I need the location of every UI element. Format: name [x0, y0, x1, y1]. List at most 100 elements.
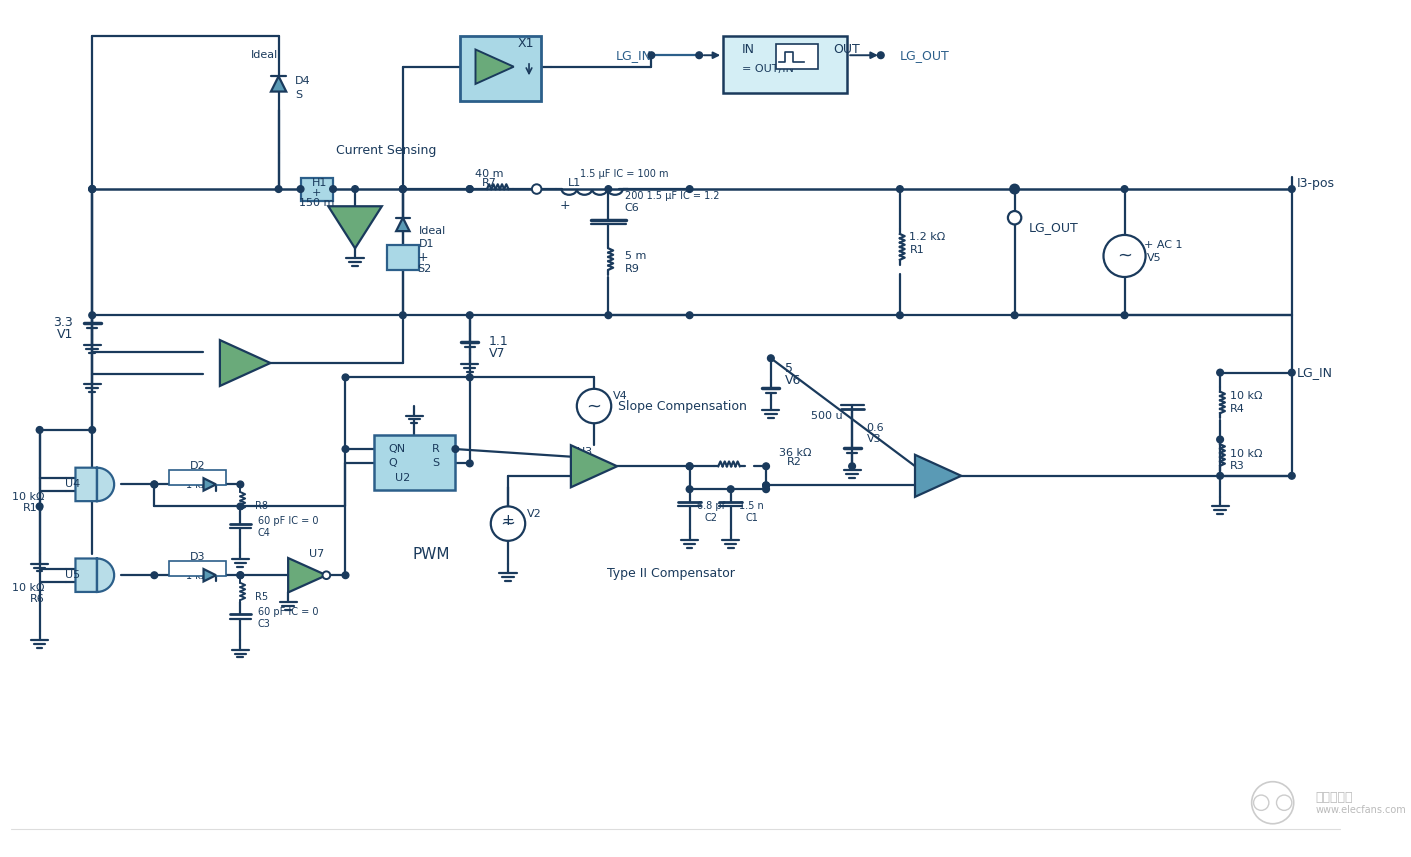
Circle shape [275, 186, 282, 193]
Circle shape [763, 463, 769, 470]
Text: 40 m: 40 m [474, 169, 504, 179]
Text: 5 m: 5 m [625, 251, 646, 261]
Text: 6.8 pf: 6.8 pf [697, 501, 725, 512]
Text: U4: U4 [65, 479, 80, 489]
Polygon shape [220, 340, 271, 386]
Text: +: + [226, 357, 236, 369]
Circle shape [686, 186, 693, 193]
Circle shape [323, 572, 330, 579]
Text: 1.1: 1.1 [488, 335, 508, 349]
Text: U3: U3 [577, 446, 593, 457]
Circle shape [763, 486, 769, 493]
Polygon shape [914, 455, 961, 497]
Text: +: + [560, 199, 574, 212]
Circle shape [151, 481, 158, 488]
Circle shape [452, 446, 459, 452]
Circle shape [491, 506, 525, 541]
Circle shape [330, 186, 336, 193]
Text: 10 kΩ: 10 kΩ [11, 492, 44, 502]
Circle shape [351, 186, 358, 193]
Circle shape [1288, 472, 1295, 479]
Circle shape [686, 486, 693, 493]
Circle shape [727, 486, 734, 493]
Text: Q: Q [388, 458, 398, 469]
Text: QN: QN [388, 444, 405, 454]
Text: 0.6: 0.6 [866, 423, 885, 433]
Text: U5: U5 [65, 570, 80, 580]
Text: 1 kΩ: 1 kΩ [186, 571, 209, 581]
Circle shape [896, 312, 903, 319]
Circle shape [849, 463, 855, 470]
Circle shape [1012, 312, 1017, 319]
Text: 60 pF IC = 0: 60 pF IC = 0 [258, 516, 317, 525]
Text: 3.3: 3.3 [54, 316, 73, 329]
Circle shape [878, 52, 885, 58]
Circle shape [399, 186, 406, 193]
Text: Ideal: Ideal [419, 226, 446, 237]
Text: V1: V1 [56, 328, 73, 341]
Text: V6: V6 [785, 374, 801, 387]
Text: Ideal: Ideal [251, 51, 278, 60]
Circle shape [763, 482, 769, 488]
Text: D4: D4 [295, 76, 310, 86]
Circle shape [686, 463, 693, 470]
Bar [169, 470, 226, 485]
Text: H1: H1 [312, 178, 327, 189]
Text: 1.5 μF IC = 100 m: 1.5 μF IC = 100 m [580, 169, 669, 179]
Text: 150 m: 150 m [299, 198, 334, 208]
Text: 1.2 kΩ: 1.2 kΩ [910, 232, 945, 242]
Text: -: - [930, 478, 935, 493]
Text: R9: R9 [625, 264, 639, 274]
Circle shape [89, 186, 96, 193]
Text: 36 kΩ: 36 kΩ [779, 448, 811, 458]
Circle shape [648, 52, 655, 58]
Text: +: + [927, 459, 938, 473]
Bar [722, 36, 848, 93]
Bar [169, 560, 226, 576]
Text: C4: C4 [258, 528, 271, 538]
Text: ~: ~ [587, 397, 601, 415]
Text: IN: IN [742, 43, 755, 56]
Polygon shape [288, 558, 326, 592]
Text: 60 pF IC = 0: 60 pF IC = 0 [258, 607, 317, 616]
Polygon shape [329, 207, 382, 249]
Text: R: R [432, 444, 439, 454]
Text: +: + [583, 450, 594, 463]
Text: R3: R3 [1229, 461, 1245, 471]
Circle shape [151, 572, 158, 578]
Circle shape [467, 186, 473, 193]
Text: V3: V3 [866, 434, 880, 445]
Bar [460, 36, 542, 101]
Bar [301, 177, 333, 201]
Text: R10: R10 [23, 503, 44, 513]
Text: LG_IN: LG_IN [1297, 366, 1332, 379]
Circle shape [1216, 436, 1223, 443]
Text: = OUT/IN: = OUT/IN [742, 63, 794, 74]
Text: 1 kΩ: 1 kΩ [186, 481, 209, 490]
Circle shape [1216, 369, 1223, 376]
Text: U2: U2 [395, 473, 411, 482]
Circle shape [237, 572, 244, 578]
Circle shape [1122, 312, 1127, 319]
Text: ~: ~ [1118, 247, 1132, 265]
Text: X1: X1 [518, 37, 533, 51]
Circle shape [467, 186, 473, 193]
Text: PWM: PWM [413, 547, 450, 561]
Circle shape [577, 389, 611, 423]
Circle shape [1288, 186, 1295, 193]
Text: V7: V7 [488, 347, 505, 360]
Circle shape [89, 186, 96, 193]
Text: +: + [312, 188, 322, 198]
Polygon shape [271, 76, 286, 92]
Text: I3-pos: I3-pos [1297, 177, 1335, 189]
Text: D3: D3 [189, 552, 205, 562]
Text: R1: R1 [910, 245, 924, 255]
Text: www.elecfans.com: www.elecfans.com [1315, 806, 1407, 815]
Bar [387, 245, 419, 270]
Bar [776, 44, 818, 69]
Circle shape [237, 572, 244, 578]
Circle shape [696, 52, 703, 58]
Text: Ideal: Ideal [185, 470, 209, 481]
Circle shape [399, 186, 406, 193]
Text: Type II Compensator: Type II Compensator [607, 566, 735, 580]
